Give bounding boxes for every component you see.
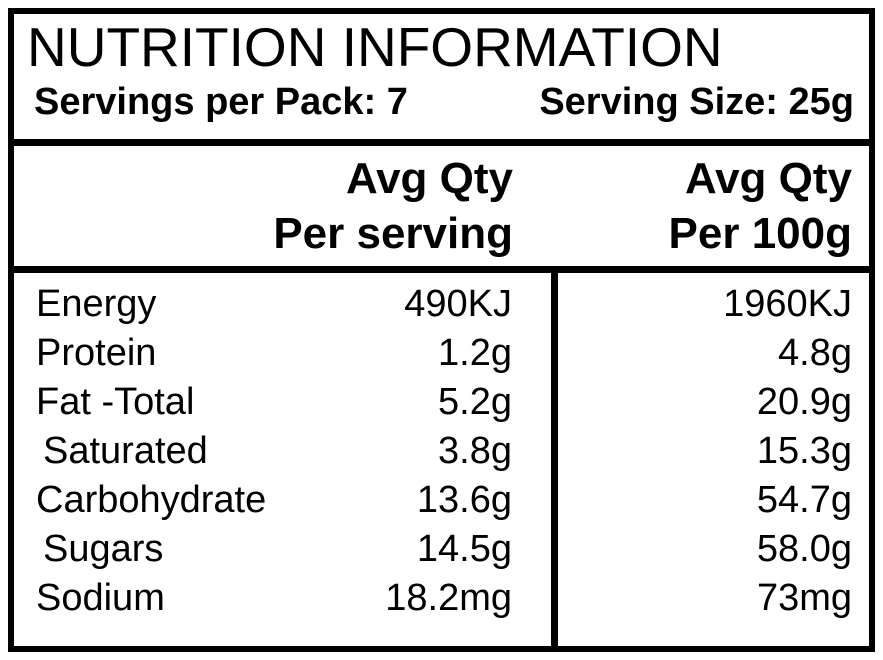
table-row-sodium: Sodium 18.2mg	[14, 574, 551, 623]
servings-per-pack: Servings per Pack: 7	[34, 81, 408, 123]
nutrient-name: Protein	[36, 332, 157, 374]
column-header-per-100g: Avg Qty Per 100g	[558, 151, 869, 266]
column-header-per-serving-line2: Per serving	[273, 209, 513, 258]
column-header-per-serving: Avg Qty Per serving	[14, 151, 551, 266]
table-row-carbohydrate: Carbohydrate 13.6g	[14, 476, 551, 525]
table-row-protein: Protein 1.2g	[14, 329, 551, 378]
nutrient-name: Sugars	[43, 528, 164, 570]
per-serving-value: 18.2mg	[385, 577, 512, 619]
table-row-fat-total: Fat -Total 5.2g	[14, 378, 551, 427]
per-serving-value: 1.2g	[438, 332, 512, 374]
per-100g-value-protein: 4.8g	[778, 332, 852, 374]
nutrient-name: Saturated	[43, 430, 208, 472]
table-row-saturated: Saturated 3.8g	[14, 427, 551, 476]
nutrient-name: Carbohydrate	[36, 479, 267, 521]
nutrition-label: NUTRITION INFORMATION Servings per Pack:…	[8, 8, 875, 652]
per-100g-value-saturated: 15.3g	[756, 430, 852, 472]
table-row-sugars: Sugars 14.5g	[14, 525, 551, 574]
servings-line: Servings per Pack: 7 Serving Size: 25g	[27, 80, 854, 124]
nutrient-name: Energy	[36, 283, 157, 325]
per-100g-value-sugars: 58.0g	[756, 528, 852, 570]
header-section: NUTRITION INFORMATION Servings per Pack:…	[14, 14, 869, 146]
per-100g-value-sodium: 73mg	[756, 577, 852, 619]
per-serving-value: 3.8g	[438, 430, 512, 472]
column-divider	[551, 273, 558, 646]
nutrient-name: Fat -Total	[36, 381, 195, 423]
per-100g-value-energy: 1960KJ	[723, 283, 852, 325]
per-100g-value-carbohydrate: 54.7g	[756, 479, 852, 521]
per-serving-value: 490KJ	[404, 283, 512, 325]
per-serving-value: 13.6g	[416, 479, 512, 521]
per-100g-column: 1960KJ 4.8g 20.9g 15.3g 54.7g 58.0g 73mg	[558, 273, 869, 646]
nutrient-table-body: Energy 490KJ Protein 1.2g Fat -Total 5.2…	[14, 273, 869, 646]
nutrient-name: Sodium	[36, 577, 165, 619]
per-serving-value: 14.5g	[416, 528, 512, 570]
column-headers-section: Avg Qty Per serving Avg Qty Per 100g	[14, 146, 869, 273]
column-header-per-serving-line1: Avg Qty	[345, 154, 513, 203]
column-header-per-100g-line1: Avg Qty	[684, 154, 852, 203]
column-header-gap	[551, 151, 558, 266]
serving-size: Serving Size: 25g	[539, 81, 854, 123]
per-serving-value: 5.2g	[438, 381, 512, 423]
per-100g-value-fat-total: 20.9g	[756, 381, 852, 423]
per-serving-column: Energy 490KJ Protein 1.2g Fat -Total 5.2…	[14, 273, 551, 646]
page-title: NUTRITION INFORMATION	[27, 16, 723, 78]
column-header-per-100g-line2: Per 100g	[668, 209, 852, 258]
table-row-energy: Energy 490KJ	[14, 280, 551, 329]
